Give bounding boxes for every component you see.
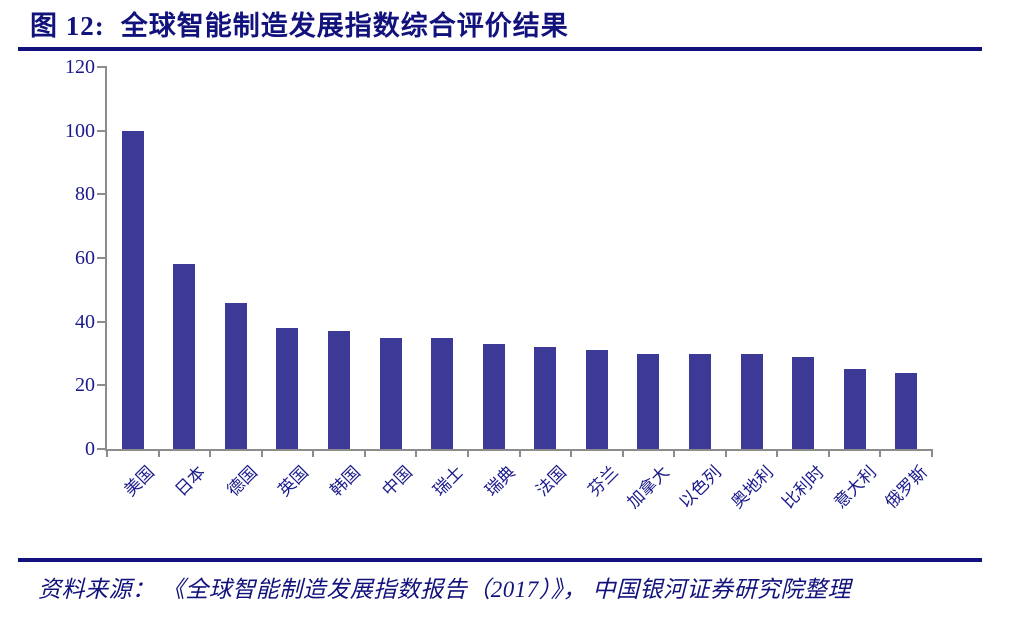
x-axis-category-label: 奥地利 [727, 462, 777, 513]
source-note: 资料来源： 《全球智能制造发展指数报告（2017）》， 中国银河证券研究院整理 [38, 577, 851, 602]
x-axis-category-label: 中国 [378, 462, 416, 501]
x-axis-category-label: 加拿大 [623, 462, 674, 513]
chart-bar [688, 353, 711, 449]
x-axis-tick [621, 449, 624, 457]
x-axis-category-label: 意大利 [830, 462, 880, 513]
x-axis-category-label: 韩国 [326, 462, 365, 501]
x-axis-tick [466, 449, 469, 457]
x-axis-category-label: 瑞典 [481, 462, 519, 501]
y-axis-tick-label: 100 [65, 119, 95, 142]
y-axis-tick-label: 80 [75, 183, 95, 206]
plot-area: 0 20 40 60 80 100 120 美国 日本 德国 英国 韩国 中国 瑞士 瑞典 法国 芬兰 加拿大 以色… [65, 56, 933, 512]
x-axis-category-label: 德国 [223, 462, 261, 501]
x-axis-category-label: 瑞士 [429, 462, 468, 501]
chart-bar [792, 356, 815, 449]
chart-bar [431, 337, 454, 449]
chart-bar [379, 337, 402, 449]
chart-bar [482, 343, 505, 449]
x-axis-tick [724, 449, 727, 457]
x-axis-category-label: 俄罗斯 [881, 462, 932, 513]
x-axis-category-label: 日本 [171, 462, 210, 501]
x-axis-tick [312, 449, 315, 457]
chart-bar [585, 350, 608, 449]
y-axis-tick [97, 448, 107, 450]
y-axis-tick [97, 257, 107, 259]
chart-bar [121, 130, 144, 449]
x-axis-tick [931, 449, 933, 457]
y-axis-tick [97, 66, 107, 68]
chart-bar [637, 353, 660, 449]
figure-label: 图 12: [30, 11, 105, 41]
y-axis-tick [97, 193, 107, 196]
x-axis-tick [363, 449, 366, 457]
chart-bar [224, 302, 247, 449]
chart-bar [328, 331, 351, 449]
x-axis-tick [570, 449, 573, 457]
title-rule [18, 47, 982, 51]
x-axis-category-label: 以色列 [675, 462, 725, 513]
chart-bar [895, 372, 918, 449]
x-axis-tick [415, 449, 418, 457]
y-axis-tick [97, 320, 107, 323]
chart-bar [534, 347, 557, 449]
chart-bar [740, 353, 763, 449]
chart-bar [173, 264, 196, 449]
y-axis-tick-label: 20 [75, 374, 95, 397]
y-axis-tick-label: 120 [65, 56, 95, 78]
x-axis-tick [209, 449, 212, 457]
chart-bar [843, 369, 866, 449]
x-axis-tick [879, 449, 882, 457]
x-axis-category-label: 美国 [120, 462, 158, 501]
y-axis-tick-label: 0 [85, 438, 95, 460]
x-axis-tick [106, 449, 108, 457]
x-axis-tick [518, 449, 521, 457]
y-axis-tick-label: 60 [75, 247, 95, 269]
chart-bar [276, 328, 299, 449]
y-axis-tick-label: 40 [75, 310, 95, 333]
footer-rule [18, 558, 982, 562]
x-axis-tick [827, 449, 830, 457]
x-axis-tick [157, 449, 160, 457]
y-axis-tick [97, 129, 107, 132]
y-axis-tick [97, 384, 107, 387]
x-axis-category-label: 比利时 [778, 462, 829, 513]
figure-title-text: 全球智能制造发展指数综合评价结果 [120, 11, 569, 41]
x-axis-category-label: 法国 [532, 462, 571, 501]
x-axis-category-label: 芬兰 [584, 462, 622, 501]
x-axis-tick [260, 449, 263, 457]
x-axis-tick [776, 449, 779, 457]
figure-title: 图 12: 全球智能制造发展指数综合评价结果 [30, 4, 569, 43]
x-axis-category-label: 英国 [274, 462, 313, 501]
x-axis-tick [673, 449, 676, 457]
